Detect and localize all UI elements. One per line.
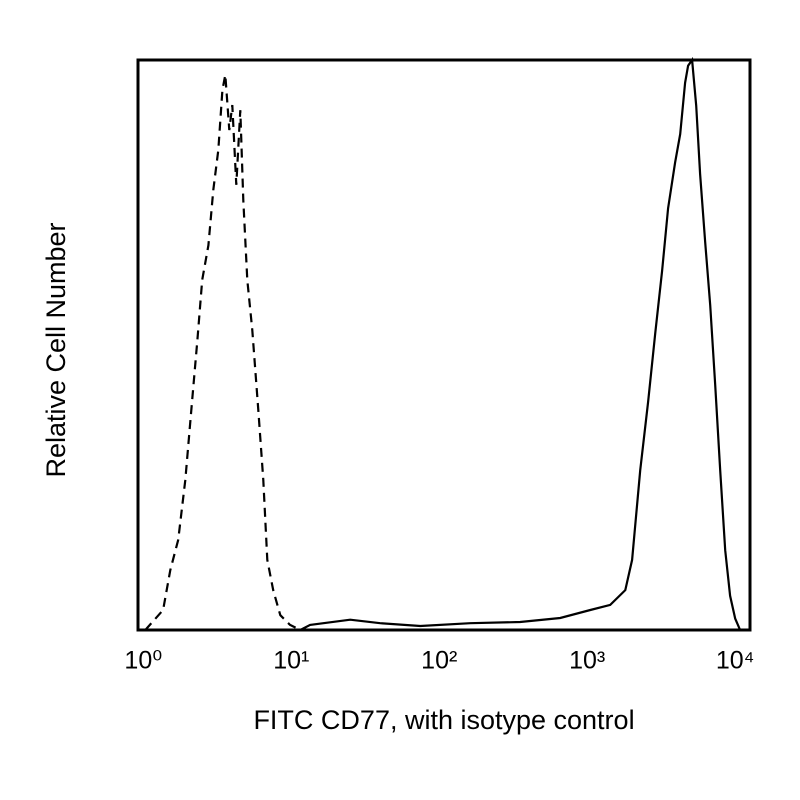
plot-frame xyxy=(136,58,752,632)
histogram-line xyxy=(299,56,742,631)
x-tick-label: 10⁴ xyxy=(716,647,755,675)
x-tick-label: 10¹ xyxy=(273,647,309,675)
x-tick-label: 10² xyxy=(421,647,457,675)
y-axis-label: Relative Cell Number xyxy=(41,222,71,477)
x-axis-label: FITC CD77, with isotype control xyxy=(253,705,634,735)
x-tick-label: 10³ xyxy=(569,647,605,675)
x-tick-label: 10⁰ xyxy=(124,647,162,675)
histogram-line xyxy=(144,74,301,631)
